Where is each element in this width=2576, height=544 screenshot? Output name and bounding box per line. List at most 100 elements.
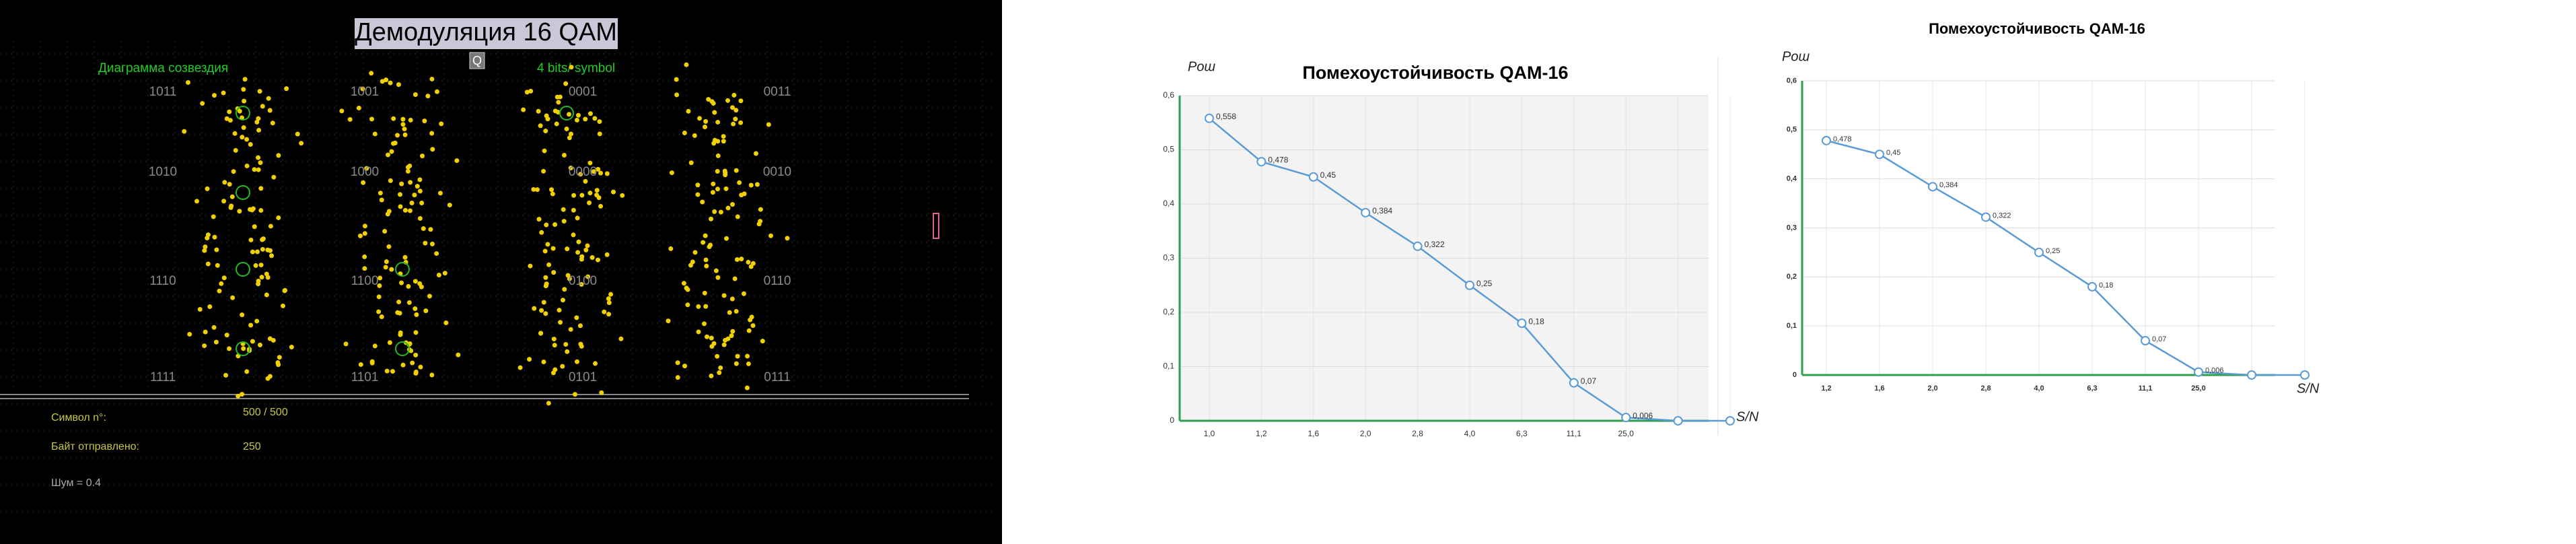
symbol-dot [211,93,217,98]
x-tick-label: 6,3 [2087,384,2097,393]
symbol-dot [571,207,576,213]
symbol-dot [436,272,441,277]
symbol-dot [339,108,345,114]
symbol-dot [527,357,532,362]
ideal-point [395,262,410,277]
x-tick-label: 1,0 [1204,429,1215,438]
symbol-dot [456,352,461,358]
symbol-dot [604,171,610,176]
symbol-dot [267,374,273,379]
value-label: 0,478 [1833,135,1852,143]
symbol-dot [606,296,611,302]
symbol-dot [544,222,549,228]
symbol-dot [585,243,590,248]
value-label: 0,18 [2099,281,2113,290]
symbol-dot [413,352,419,358]
symbol-dot [684,62,689,67]
symbol-dot [579,281,584,287]
symbol-dot [269,253,275,259]
symbol-dot [785,236,790,241]
symbol-dot [414,312,419,317]
symbol-dot [745,353,750,359]
symbol-dot [575,112,581,118]
symbol-dot [400,122,406,127]
symbol-dot [578,172,583,177]
symbol-dot [388,80,393,86]
x-tick-label: 2,8 [1412,429,1423,438]
symbol-dot [715,119,721,125]
symbol-dot [596,167,601,172]
symbol-dot [422,118,427,124]
x-axis-label: S/N [1736,409,1759,424]
symbol-dot [695,182,701,188]
symbol-dot [604,252,610,257]
symbol-dot [299,141,304,146]
symbol-dot [592,116,598,121]
symbol-dot [587,160,593,166]
y-tick-label: 0,1 [1163,362,1174,371]
symbol-dot [574,359,579,364]
symbol-dot [562,287,567,292]
value-label: 0,18 [1528,316,1544,326]
symbol-dot [571,232,576,238]
symbol-dot [240,392,245,397]
symbol-dot [579,254,585,259]
symbol-dot [700,199,705,205]
symbol-dot [725,336,731,341]
y-tick-label: 0,1 [1787,322,1797,330]
value-label: 0,25 [2046,247,2060,255]
symbol-dot [732,276,738,281]
symbol-dot [260,104,265,109]
symbol-dot [289,345,294,350]
y-axis-label: Pош [1188,59,1215,74]
symbol-dot [577,323,583,329]
symbol-dot [746,328,752,333]
symbol-dot [182,129,187,134]
x-tick-label: 11,1 [2139,384,2153,393]
symbol-dot [539,230,544,235]
point [2194,367,2203,377]
symbol-dot [541,168,546,174]
symbol-dot [202,343,207,349]
symbol-dot [417,189,423,194]
symbol-dot [594,188,600,193]
symbol-dot [268,224,273,229]
symbol-dot [701,321,707,327]
symbol-dot [207,304,213,309]
symbol-dot [434,89,439,94]
symbol-dot [437,191,443,196]
y-tick-label: 0,6 [1163,90,1174,100]
bit-label: 1000 [351,165,379,179]
symbol-dot [268,248,273,253]
symbol-dot [347,116,353,122]
bit-label: 0010 [763,165,791,179]
symbol-dot [544,113,549,118]
symbol-dot [400,116,406,122]
symbol-dot [402,207,408,213]
symbol-dot [563,341,569,347]
symbol-dot [362,224,367,229]
symbol-dot [264,292,269,298]
value-label: 0,006 [2205,367,2224,375]
symbol-dot [568,131,573,137]
symbol-dot [185,79,190,85]
value-label: 0,478 [1268,155,1288,164]
symbol-dot [241,346,246,351]
point [1875,149,1884,160]
bit-label: 0111 [764,370,790,384]
point [1621,413,1631,423]
symbol-dot [517,365,523,370]
symbol-dot [576,239,581,244]
symbol-dot [666,318,671,324]
value-label: 0,384 [1939,181,1958,189]
icon-box[interactable] [469,52,485,69]
symbol-dot [389,149,394,154]
symbol-dot [421,226,426,232]
symbol-dot [221,90,226,96]
symbol-dot [556,100,561,105]
symbol-dot [409,201,415,206]
chart-title: Помехоустойчивость QAM-16 [1929,20,2145,37]
symbol-dot [669,170,674,176]
icon[interactable]: Q [472,54,482,67]
symbol-dot [203,244,208,250]
